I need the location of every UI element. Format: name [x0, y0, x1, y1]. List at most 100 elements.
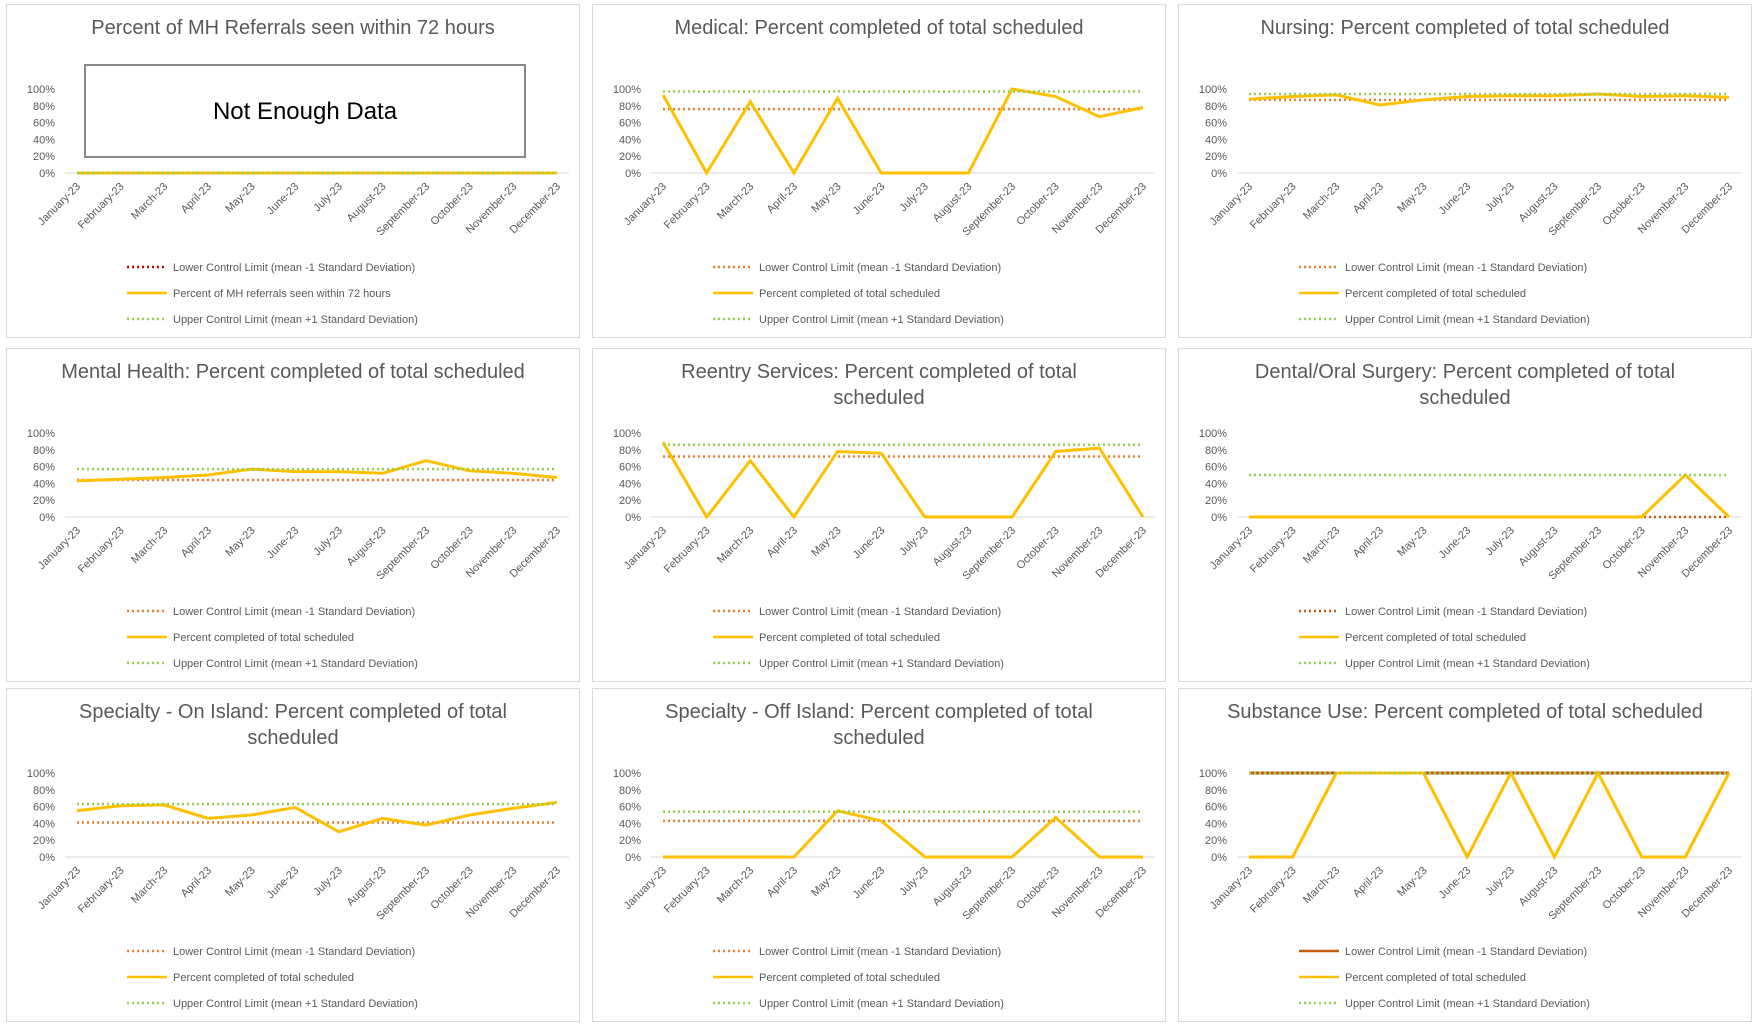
legend-label: Upper Control Limit (mean +1 Standard De…: [173, 314, 418, 326]
x-tick-label: February-23: [76, 865, 127, 916]
y-tick-label: 0%: [39, 852, 55, 864]
legend-label: Percent completed of total scheduled: [173, 632, 354, 644]
legend-label: Percent completed of total scheduled: [1345, 288, 1526, 300]
y-tick-label: 100%: [1199, 768, 1227, 780]
x-tick-label: February-23: [662, 525, 713, 576]
y-tick-label: 20%: [1205, 835, 1227, 847]
y-tick-label: 60%: [1205, 462, 1227, 474]
y-tick-label: 40%: [619, 134, 641, 146]
y-tick-label: 60%: [1205, 802, 1227, 814]
x-tick-label: July-23: [897, 525, 931, 559]
x-tick-label: January-23: [622, 865, 669, 912]
x-tick-label: June-23: [265, 865, 302, 902]
y-tick-label: 0%: [625, 852, 641, 864]
y-tick-label: 40%: [1205, 478, 1227, 490]
x-tick-label: July-23: [311, 865, 345, 899]
x-tick-label: March-23: [129, 865, 170, 906]
y-tick-label: 0%: [39, 512, 55, 524]
x-tick-label: February-23: [1248, 525, 1299, 576]
y-tick-label: 100%: [1199, 84, 1227, 96]
y-tick-label: 80%: [619, 101, 641, 113]
x-tick-label: February-23: [76, 525, 127, 576]
x-tick-label: July-23: [311, 181, 345, 215]
x-tick-label: May-23: [1395, 525, 1429, 559]
chart-title: Dental/Oral Surgery: Percent completed o…: [1254, 361, 1676, 409]
legend-label: Percent completed of total scheduled: [759, 632, 940, 644]
legend-label: Upper Control Limit (mean +1 Standard De…: [759, 314, 1004, 326]
y-tick-label: 0%: [625, 168, 641, 180]
chart-title: Reentry Services: Percent completed of t…: [681, 361, 1077, 409]
legend-label: Percent completed of total scheduled: [759, 288, 940, 300]
y-tick-label: 40%: [33, 134, 55, 146]
y-tick-label: 0%: [625, 512, 641, 524]
chart-title: Percent of MH Referrals seen within 72 h…: [91, 17, 495, 39]
chart-panel: Reentry Services: Percent completed of t…: [592, 348, 1166, 682]
chart-title: Medical: Percent completed of total sche…: [674, 17, 1084, 39]
x-tick-label: August-23: [1517, 865, 1561, 909]
y-tick-label: 60%: [33, 802, 55, 814]
y-tick-label: 20%: [33, 495, 55, 507]
y-tick-label: 100%: [1199, 428, 1227, 440]
legend-label: Upper Control Limit (mean +1 Standard De…: [1345, 998, 1590, 1010]
x-tick-label: January-23: [1208, 865, 1255, 912]
x-tick-label: May-23: [809, 181, 843, 215]
y-tick-label: 80%: [33, 101, 55, 113]
x-tick-label: June-23: [851, 865, 888, 902]
y-tick-label: 20%: [619, 495, 641, 507]
legend-label: Lower Control Limit (mean -1 Standard De…: [759, 262, 1001, 274]
x-tick-label: October-23: [1014, 181, 1061, 228]
y-tick-label: 80%: [1205, 101, 1227, 113]
x-tick-label: April-23: [765, 181, 800, 216]
x-tick-label: August-23: [931, 865, 975, 909]
y-tick-label: 40%: [619, 818, 641, 830]
x-tick-label: July-23: [897, 181, 931, 215]
x-tick-label: April-23: [765, 525, 800, 560]
x-tick-label: March-23: [715, 181, 756, 222]
legend-label: Upper Control Limit (mean +1 Standard De…: [173, 658, 418, 670]
x-tick-label: October-23: [1014, 525, 1061, 572]
series-line: [1249, 472, 1731, 519]
legend-label: Upper Control Limit (mean +1 Standard De…: [173, 998, 418, 1010]
x-tick-label: March-23: [715, 525, 756, 566]
x-tick-label: January-23: [36, 865, 83, 912]
legend-label: Lower Control Limit (mean -1 Standard De…: [1345, 946, 1587, 958]
chart-panel: Nursing: Percent completed of total sche…: [1178, 4, 1752, 338]
y-tick-label: 80%: [619, 445, 641, 457]
y-tick-label: 80%: [619, 785, 641, 797]
y-tick-label: 40%: [33, 818, 55, 830]
x-tick-label: January-23: [622, 181, 669, 228]
y-tick-label: 100%: [613, 428, 641, 440]
x-tick-label: August-23: [1517, 181, 1561, 225]
x-tick-label: March-23: [1301, 181, 1342, 222]
legend-label: Percent completed of total scheduled: [1345, 972, 1526, 984]
x-tick-label: August-23: [345, 865, 389, 909]
legend-label: Lower Control Limit (mean -1 Standard De…: [173, 606, 415, 618]
legend-label: Percent completed of total scheduled: [759, 972, 940, 984]
y-tick-label: 0%: [1211, 168, 1227, 180]
x-tick-label: February-23: [662, 865, 713, 916]
y-tick-label: 40%: [1205, 818, 1227, 830]
x-tick-label: May-23: [223, 525, 257, 559]
x-tick-label: January-23: [1208, 181, 1255, 228]
x-tick-label: August-23: [345, 525, 389, 569]
x-tick-label: October-23: [1600, 865, 1647, 912]
x-tick-label: April-23: [1351, 865, 1386, 900]
x-tick-label: June-23: [851, 525, 888, 562]
x-tick-label: April-23: [179, 525, 214, 560]
series-line: [76, 459, 558, 483]
x-tick-label: July-23: [897, 865, 931, 899]
chart-title: Specialty - Off Island: Percent complete…: [665, 701, 1093, 749]
y-tick-label: 0%: [1211, 852, 1227, 864]
annotation-box: [84, 64, 526, 158]
y-tick-label: 60%: [33, 462, 55, 474]
y-tick-label: 100%: [27, 768, 55, 780]
x-tick-label: February-23: [1248, 865, 1299, 916]
series-line: [76, 800, 558, 834]
chart-panel: Substance Use: Percent completed of tota…: [1178, 688, 1752, 1022]
x-tick-label: February-23: [76, 181, 127, 232]
